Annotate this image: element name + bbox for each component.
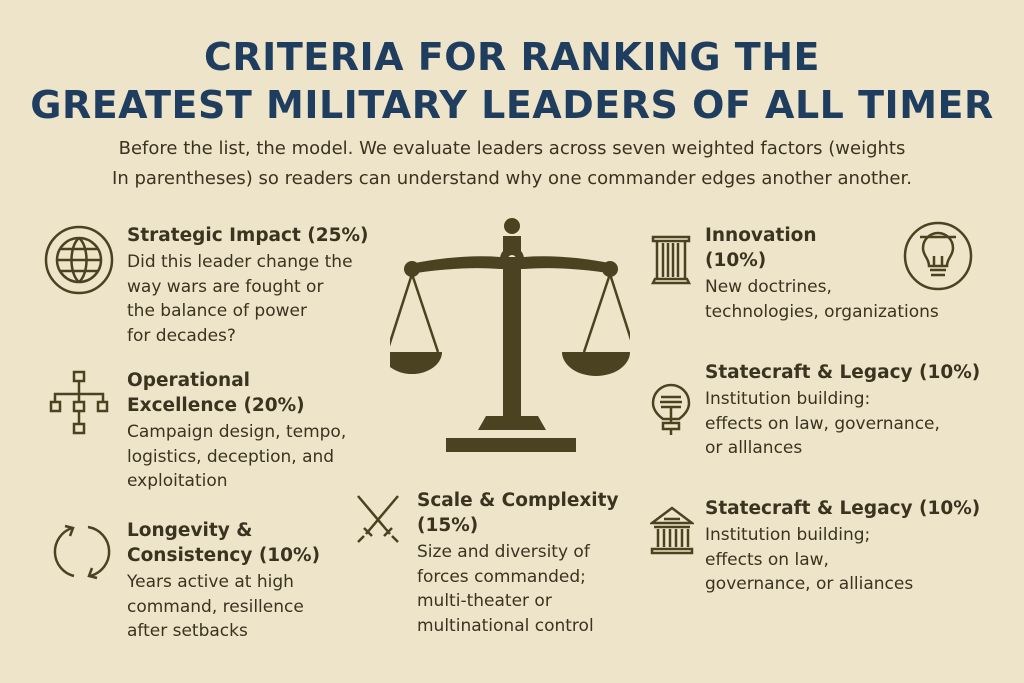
criterion-title: Scale & Complexity (15%) [417,490,619,536]
criterion-statecraft-legacy-2: Statecraft & Legacy (10%) Institution bu… [705,496,980,597]
criterion-description: New doctrines, technologies, organization… [705,277,939,322]
cycle-arrows-icon [52,522,112,582]
criterion-statecraft-legacy: Statecraft & Legacy (10%) Institution bu… [705,360,980,461]
criterion-description: Institution building; effects on law, gove… [705,525,914,594]
subtitle-line-2: In parentheses) so readers can understan… [112,168,912,189]
criterion-scale-complexity: Scale & Complexity (15%) Size and diversi… [417,488,619,638]
criterion-title: Strategic Impact (25%) [127,225,369,246]
criterion-description: Institution building: effects on law, gov… [705,389,940,458]
criterion-innovation: Innovation (10%) New doctrines, technologi… [705,223,939,324]
institution-icon [650,505,694,555]
criterion-operational-excellence: Operational Excellence (20%) Campaign des… [127,368,346,494]
title-line-2: GREATEST MILITARY LEADERS OF ALL TIMER [30,83,994,127]
crossed-swords-icon [354,494,402,546]
lightbulb-circle-icon [902,220,974,292]
globe-icon [44,225,114,295]
lightbulb-icon [651,383,691,439]
criterion-longevity: Longevity & Consistency (10%) Years activ… [127,518,320,644]
criterion-strategic-impact: Strategic Impact (25%) Did this leader c… [127,223,369,348]
column-icon [651,233,691,285]
criterion-description: Campaign design, tempo, logistics, decept… [127,422,347,491]
criterion-title: Statecraft & Legacy (10%) [705,498,981,519]
balance-scale-icon [390,212,630,458]
criterion-description: Size and diversity of forces commanded; mu… [417,542,594,636]
criterion-description: Did this leader change the way wars are f… [127,252,353,346]
criterion-description: Years active at high command, resillence a… [127,572,304,641]
subtitle: Before the list, the model. We evaluate … [0,134,1024,194]
criterion-title: Longevity & Consistency (10%) [127,520,321,566]
subtitle-line-1: Before the list, the model. We evaluate … [118,138,906,159]
title-line-1: CRITERIA FOR RANKING THE [204,35,820,79]
org-chart-icon [48,370,110,436]
criterion-title: Innovation (10%) [705,225,817,271]
criterion-title: Statecraft & Legacy (10%) [705,362,981,383]
criterion-title: Operational Excellence (20%) [127,370,305,416]
